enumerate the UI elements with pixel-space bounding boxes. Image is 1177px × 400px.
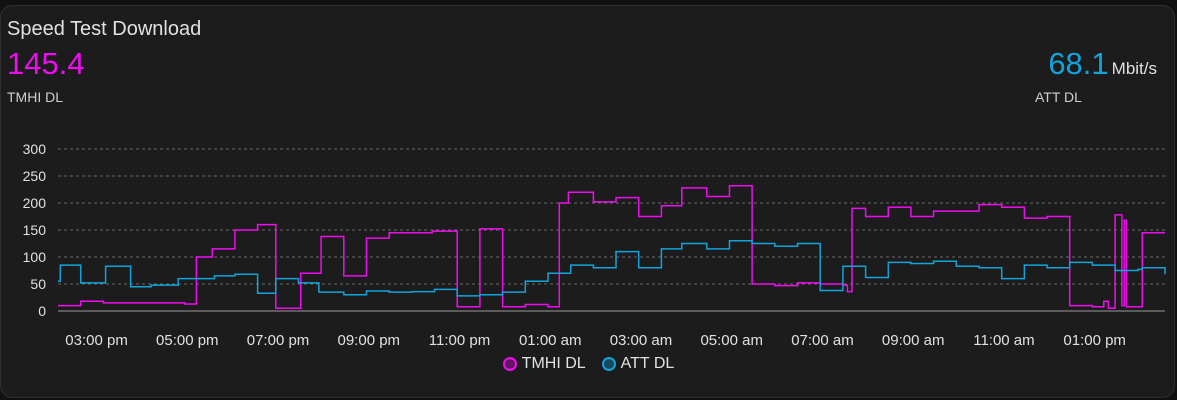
x-tick-label: 11:00 pm xyxy=(429,332,490,349)
legend-swatch xyxy=(601,357,616,371)
legend-label: ATT DL xyxy=(620,355,675,372)
secondary-label: ATT DL xyxy=(1035,89,1082,105)
legend-item[interactable]: ATT DL xyxy=(601,355,675,373)
secondary-value-unit: Mbit/s xyxy=(1111,59,1157,78)
primary-label: TMHI DL xyxy=(7,89,63,105)
primary-value[interactable]: 145.4 xyxy=(7,47,85,81)
x-tick-label: 05:00 am xyxy=(700,332,763,349)
x-tick-label: 11:00 am xyxy=(973,332,1034,349)
y-tick-label: 150 xyxy=(23,222,47,238)
secondary-value[interactable]: 68.1 Mbit/s xyxy=(1048,47,1157,86)
y-tick-label: 100 xyxy=(23,249,47,265)
x-tick-label: 01:00 pm xyxy=(1063,332,1126,349)
speed-test-card xyxy=(0,5,1175,398)
y-tick-label: 250 xyxy=(23,168,47,184)
card-title: Speed Test Download xyxy=(7,18,202,40)
chart-legend: TMHI DL ATT DL xyxy=(0,355,1177,373)
x-tick-label: 03:00 am xyxy=(610,332,673,349)
secondary-value-number: 68.1 xyxy=(1048,46,1109,81)
series-line-att-dl xyxy=(58,240,1166,297)
x-tick-label: 03:00 pm xyxy=(65,332,128,349)
x-tick-label: 09:00 pm xyxy=(338,332,401,349)
legend-label: TMHI DL xyxy=(521,355,586,372)
y-tick-label: 50 xyxy=(30,276,46,292)
primary-value-number: 145.4 xyxy=(7,46,85,81)
x-tick-label: 05:00 pm xyxy=(156,332,219,349)
series-line-tmhi-dl xyxy=(58,184,1165,310)
y-tick-label: 0 xyxy=(38,303,46,319)
y-tick-label: 200 xyxy=(23,195,47,211)
legend-item[interactable]: TMHI DL xyxy=(502,355,586,373)
x-tick-label: 07:00 pm xyxy=(247,332,310,349)
x-tick-label: 07:00 am xyxy=(791,332,854,349)
legend-swatch xyxy=(502,357,517,371)
x-tick-label: 09:00 am xyxy=(882,332,945,349)
x-tick-label: 01:00 am xyxy=(519,332,582,349)
y-tick-label: 300 xyxy=(23,141,47,157)
